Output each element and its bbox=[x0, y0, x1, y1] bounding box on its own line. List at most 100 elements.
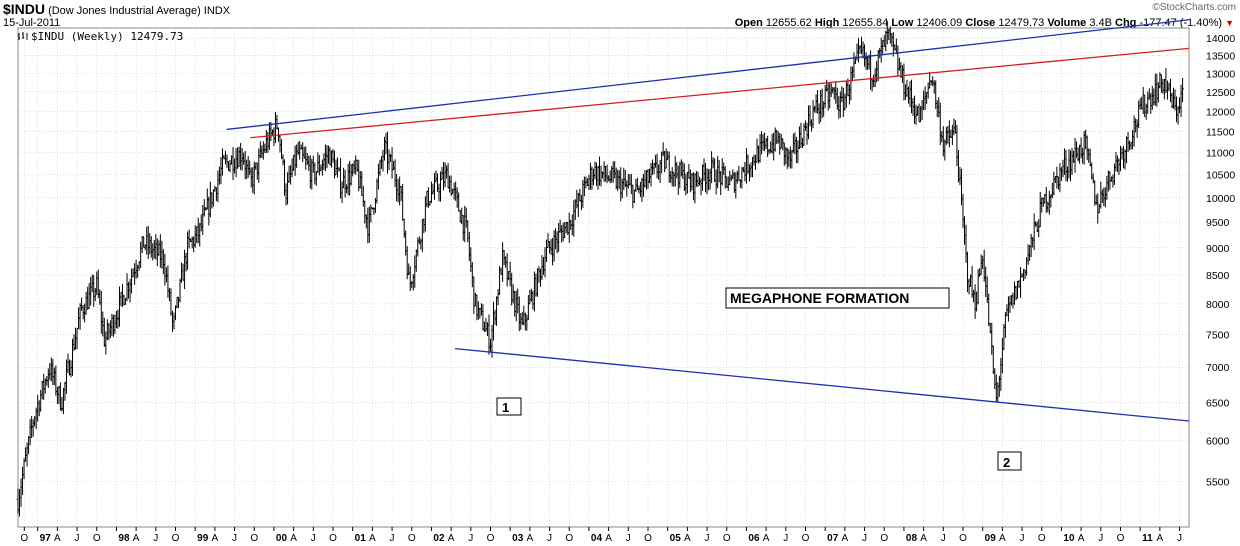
y-tick-label: 14000 bbox=[1206, 33, 1235, 45]
x-tick-label: A bbox=[133, 533, 140, 544]
x-tick-label: 99 bbox=[197, 533, 209, 544]
point-1-marker: 1 bbox=[496, 397, 522, 416]
exchange: INDX bbox=[203, 5, 231, 17]
x-tick-label: O bbox=[1117, 533, 1125, 544]
x-tick-label: O bbox=[172, 533, 180, 544]
y-tick-label: 8500 bbox=[1206, 270, 1230, 282]
point-2-label: 2 bbox=[1003, 455, 1010, 470]
grid bbox=[18, 28, 1189, 527]
x-tick-label: J bbox=[783, 533, 788, 544]
blue-trendline bbox=[454, 347, 1190, 422]
y-tick-label: 11500 bbox=[1206, 126, 1235, 138]
close-label: Close bbox=[965, 17, 996, 29]
y-tick-label: 5500 bbox=[1206, 477, 1230, 489]
red-trendline bbox=[250, 47, 1190, 139]
chart-title: $INDU (Dow Jones Industrial Average) IND… bbox=[3, 1, 230, 17]
y-tick-label: 12000 bbox=[1206, 106, 1235, 118]
y-tick-label: 11000 bbox=[1206, 148, 1235, 160]
x-tick-label: O bbox=[1038, 533, 1046, 544]
y-tick-label: 12500 bbox=[1206, 87, 1235, 99]
x-tick-label: O bbox=[565, 533, 573, 544]
x-tick-label: A bbox=[1078, 533, 1085, 544]
x-tick-label: J bbox=[468, 533, 473, 544]
x-tick-label: A bbox=[920, 533, 927, 544]
index-name: (Dow Jones Industrial Average) bbox=[48, 5, 201, 17]
x-tick-label: A bbox=[54, 533, 61, 544]
symbol: $INDU bbox=[3, 1, 46, 17]
x-tick-label: J bbox=[232, 533, 237, 544]
x-tick-label: J bbox=[862, 533, 867, 544]
x-tick-label: O bbox=[93, 533, 101, 544]
y-tick-label: 13000 bbox=[1206, 68, 1235, 80]
watermark: ©StockCharts.com bbox=[1152, 2, 1236, 13]
x-tick-label: O bbox=[408, 533, 416, 544]
x-tick-label: O bbox=[20, 533, 28, 544]
x-tick-label: O bbox=[644, 533, 652, 544]
x-tick-label: J bbox=[941, 533, 946, 544]
x-tick-label: O bbox=[959, 533, 967, 544]
plot-frame bbox=[17, 27, 1190, 528]
blue-trendline bbox=[226, 19, 1190, 131]
x-tick-label: J bbox=[311, 533, 316, 544]
x-tick-label: A bbox=[842, 533, 849, 544]
x-tick-label: O bbox=[487, 533, 495, 544]
x-axis: O 97 A J O 98 A J O 99 A J O 00 A J O 01 A J O 02 A J O 03 A J O 04 A J… bbox=[20, 527, 1182, 544]
x-tick-label: J bbox=[1020, 533, 1025, 544]
x-tick-label: 98 bbox=[118, 533, 130, 544]
x-tick-label: J bbox=[75, 533, 80, 544]
x-tick-label: J bbox=[390, 533, 395, 544]
x-tick-label: 04 bbox=[591, 533, 603, 544]
x-tick-label: 02 bbox=[433, 533, 445, 544]
y-tick-label: 9000 bbox=[1206, 243, 1230, 255]
low-label: Low bbox=[891, 17, 914, 29]
point-2-marker: 2 bbox=[997, 451, 1022, 471]
y-tick-label: 13500 bbox=[1206, 50, 1235, 62]
x-tick-label: 00 bbox=[276, 533, 288, 544]
series-label-row: $INDU (Weekly) 12479.73 bbox=[18, 30, 183, 43]
x-tick-label: A bbox=[369, 533, 376, 544]
x-tick-label: O bbox=[880, 533, 888, 544]
x-tick-label: 08 bbox=[906, 533, 918, 544]
x-tick-label: A bbox=[999, 533, 1006, 544]
point-1-label: 1 bbox=[502, 400, 509, 415]
megaphone-annotation: MEGAPHONE FORMATION bbox=[725, 287, 950, 309]
x-tick-label: A bbox=[527, 533, 534, 544]
megaphone-label-box bbox=[725, 287, 950, 309]
x-tick-label: 03 bbox=[512, 533, 524, 544]
x-tick-label: A bbox=[212, 533, 219, 544]
series-label: $INDU (Weekly) 12479.73 bbox=[31, 30, 184, 43]
x-tick-label: 97 bbox=[40, 533, 52, 544]
point-1-box bbox=[496, 397, 522, 416]
x-tick-label: A bbox=[290, 533, 297, 544]
x-tick-label: A bbox=[1157, 533, 1164, 544]
y-tick-label: 6500 bbox=[1206, 397, 1230, 409]
x-tick-label: A bbox=[448, 533, 455, 544]
y-tick-label: 7000 bbox=[1206, 362, 1230, 374]
open-label: Open bbox=[734, 17, 763, 29]
x-tick-label: A bbox=[605, 533, 612, 544]
ohlc-readout: Open 12655.62 High 12655.84 Low 12406.09… bbox=[735, 17, 1234, 29]
low-value: 12406.09 bbox=[916, 17, 963, 29]
trendlines bbox=[226, 19, 1190, 422]
y-tick-label: 10500 bbox=[1206, 170, 1235, 182]
x-tick-label: J bbox=[153, 533, 158, 544]
volume-label: Volume bbox=[1047, 17, 1087, 29]
x-tick-label: 05 bbox=[670, 533, 682, 544]
x-tick-label: 09 bbox=[985, 533, 997, 544]
y-tick-label: 8000 bbox=[1206, 299, 1230, 311]
open-value: 12655.62 bbox=[765, 17, 812, 29]
y-tick-label: 6000 bbox=[1206, 435, 1230, 447]
x-tick-label: O bbox=[250, 533, 258, 544]
x-tick-label: O bbox=[802, 533, 810, 544]
x-tick-label: J bbox=[705, 533, 710, 544]
x-tick-label: 01 bbox=[355, 533, 367, 544]
x-tick-label: 10 bbox=[1063, 533, 1075, 544]
x-tick-label: J bbox=[547, 533, 552, 544]
y-tick-label: 9500 bbox=[1206, 217, 1230, 229]
x-tick-label: O bbox=[723, 533, 731, 544]
y-tick-label: 10000 bbox=[1206, 193, 1235, 205]
x-tick-label: A bbox=[763, 533, 770, 544]
x-tick-label: J bbox=[1098, 533, 1103, 544]
point-2-box bbox=[997, 451, 1022, 471]
